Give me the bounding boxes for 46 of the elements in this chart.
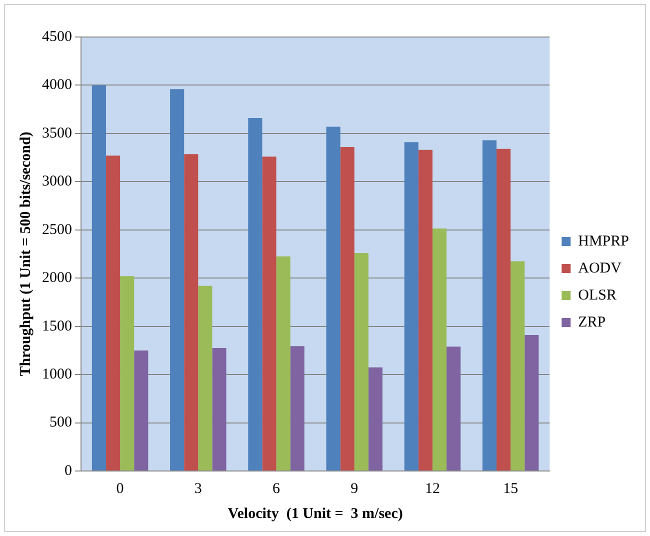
y-axis-title: Throughput (1 Unit = 500 bits/second) [18, 132, 34, 376]
bar [106, 156, 120, 470]
bar [340, 146, 354, 470]
bar [404, 142, 418, 470]
y-tick-label: 4000 [42, 77, 72, 94]
bar [418, 150, 432, 470]
bar [212, 348, 226, 470]
bar [354, 253, 368, 470]
x-tick-label: 15 [503, 480, 518, 497]
x-tick-label: 12 [424, 480, 440, 497]
y-tick-label: 1000 [42, 366, 72, 382]
bar [326, 126, 340, 470]
bar [248, 118, 262, 470]
bar [510, 261, 525, 470]
y-tick-label: 4500 [42, 28, 72, 45]
y-tick-label: 2000 [42, 270, 72, 286]
bar [170, 89, 184, 470]
x-tick-label: 3 [194, 480, 202, 497]
legend-label: ZRP [578, 314, 606, 330]
y-tick-label: 3500 [42, 125, 72, 142]
y-tick-label: 1500 [42, 318, 72, 334]
bar [262, 156, 276, 470]
bar [276, 256, 290, 470]
y-tick-label: 2500 [42, 222, 72, 238]
legend-label: HMPRP [578, 233, 629, 250]
x-tick-label: 9 [350, 480, 358, 497]
bar [290, 346, 304, 470]
x-axis-title: Velocity (1 Unit = 3 m/sec) [228, 506, 403, 522]
bar [92, 85, 106, 470]
legend-label: AODV [578, 260, 622, 276]
bar [184, 154, 198, 470]
bar [482, 140, 497, 470]
y-tick-label: 0 [64, 462, 72, 479]
x-tick-label: 6 [272, 480, 281, 497]
bar [432, 228, 447, 470]
bar [524, 335, 539, 470]
y-tick-label: 500 [50, 414, 72, 431]
bar [368, 367, 382, 470]
bar [198, 286, 212, 470]
bar [496, 148, 511, 470]
x-tick-label: 0 [116, 480, 124, 497]
y-tick-label: 3000 [42, 174, 72, 190]
bar [120, 276, 134, 470]
legend-label: OLSR [578, 287, 616, 304]
bar [446, 346, 461, 470]
bar [134, 350, 148, 470]
